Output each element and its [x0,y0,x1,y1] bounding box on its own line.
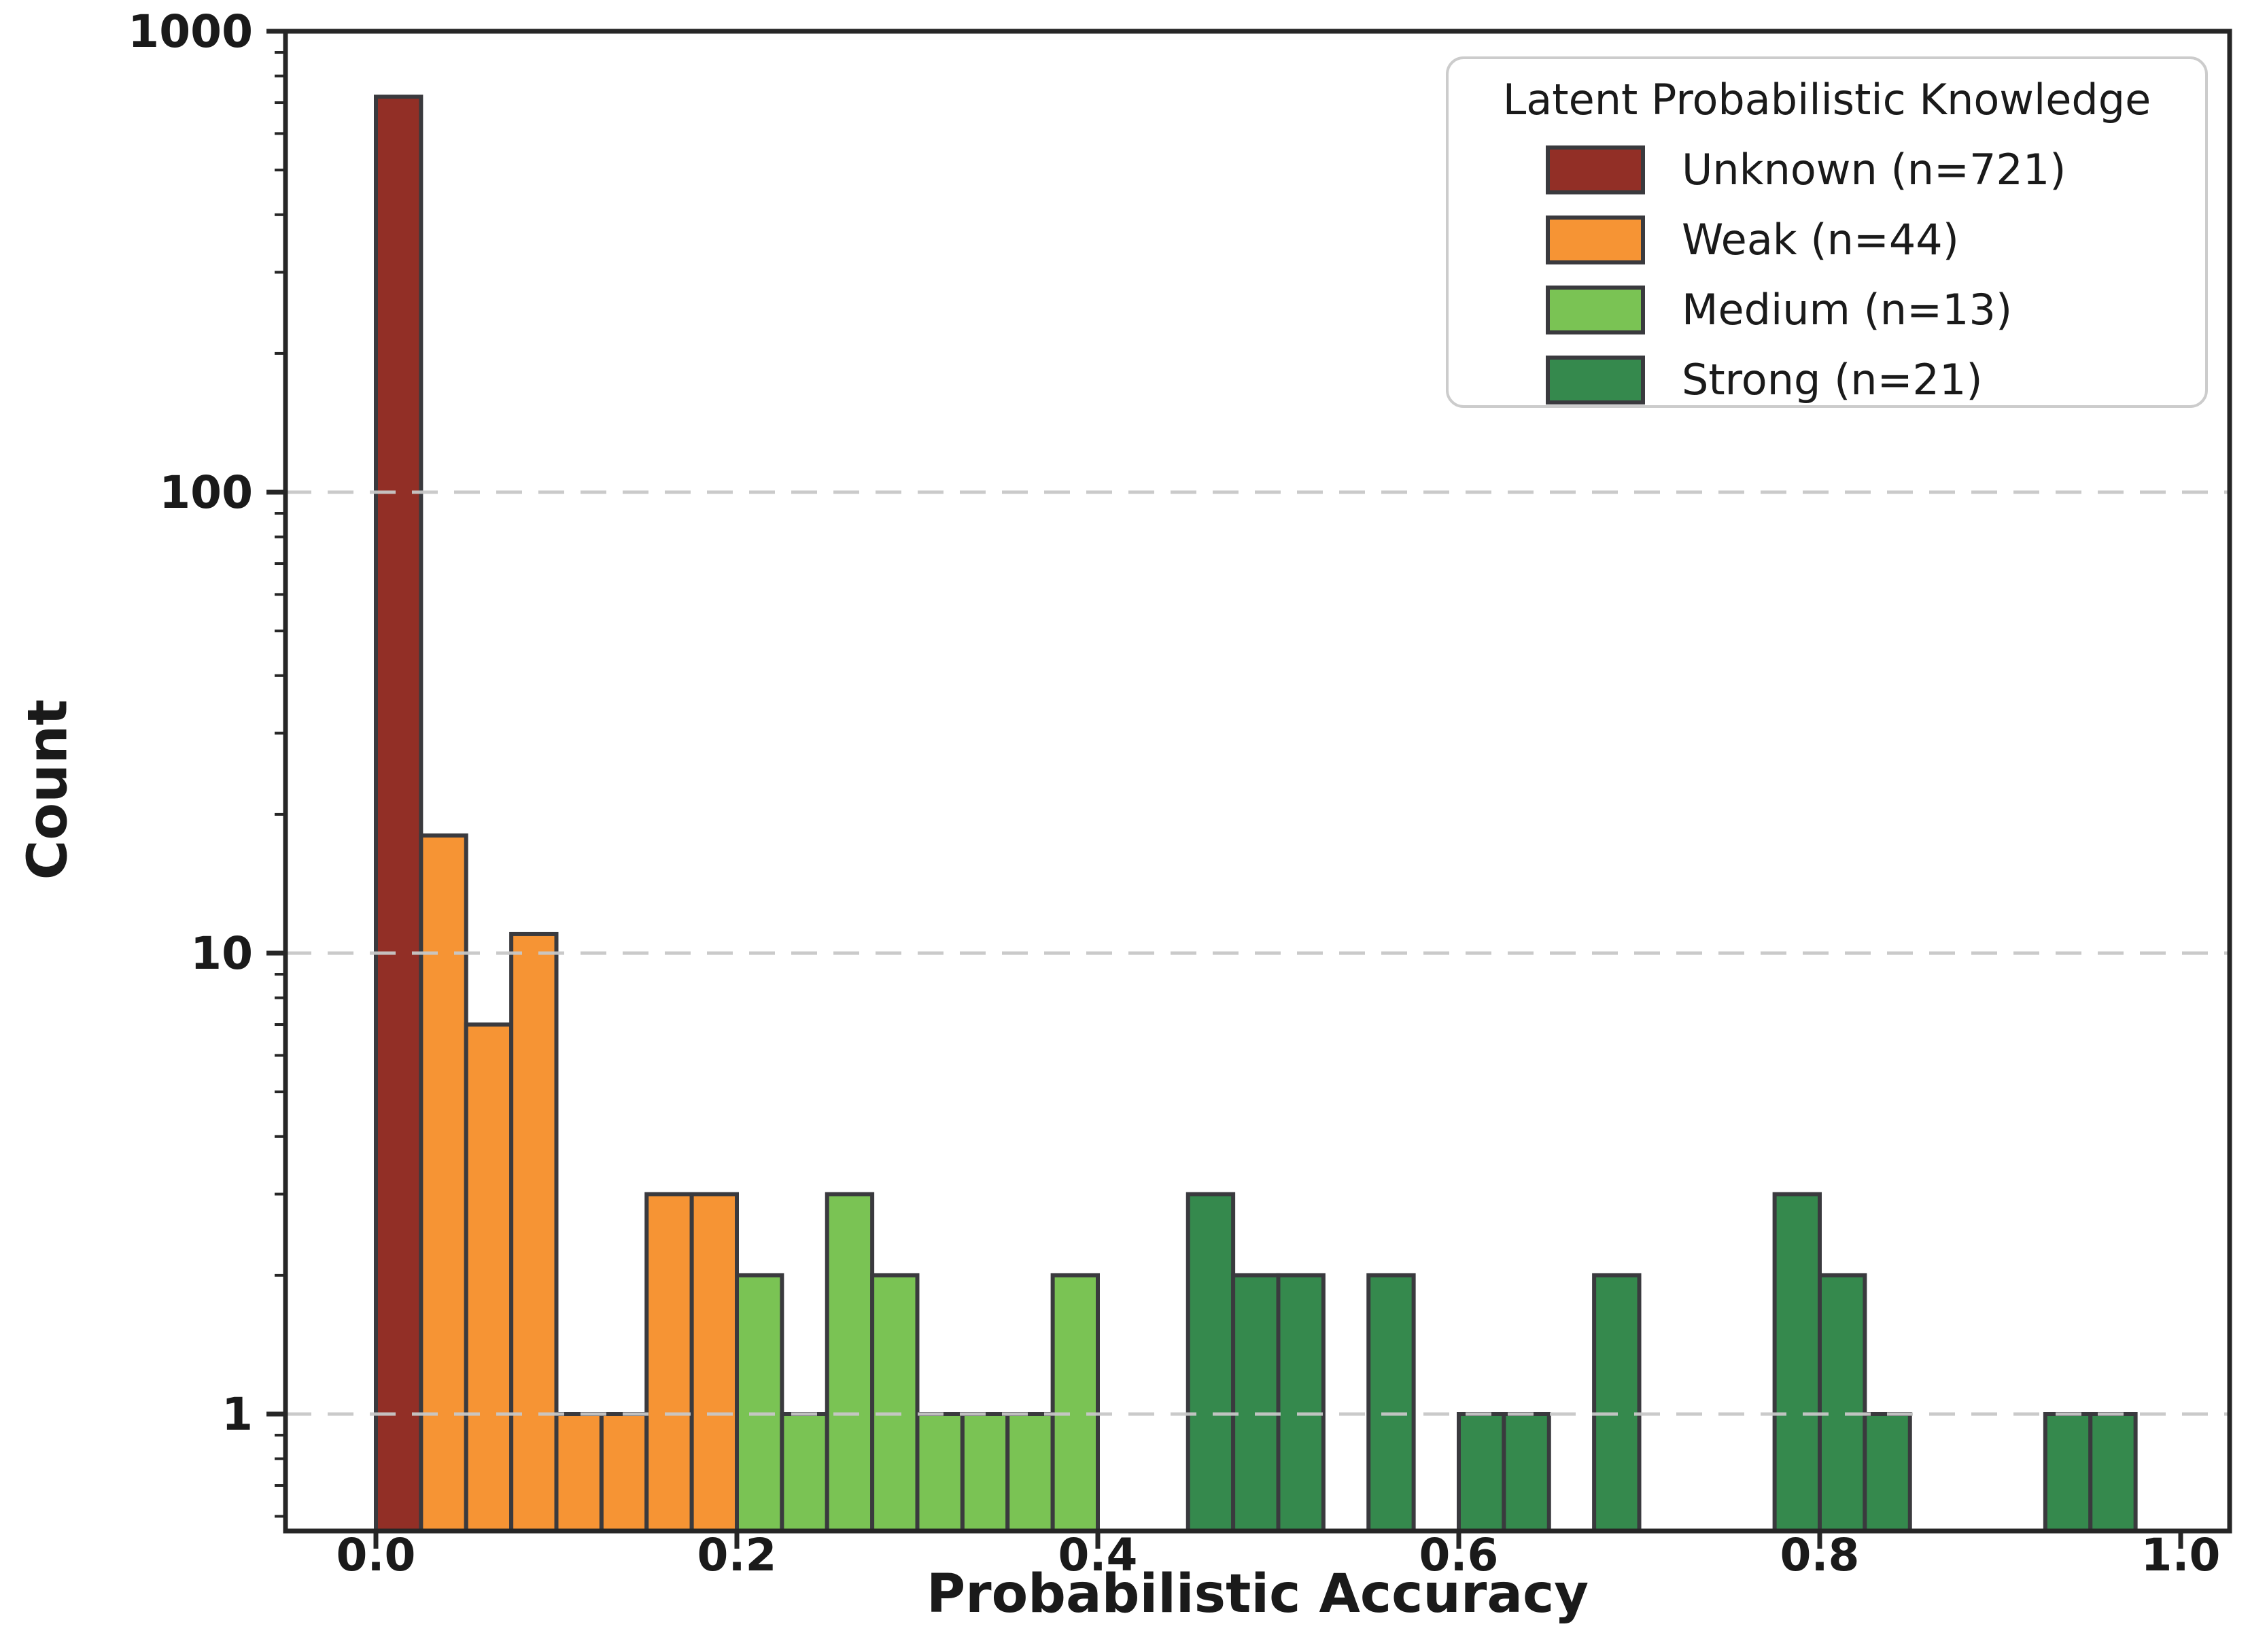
legend-entry-strong: Strong (n=21) [1449,345,2205,415]
legend-entry-medium: Medium (n=13) [1449,275,2205,345]
legend-rows: Unknown (n=721) Weak (n=44) Medium (n=13) S… [1449,135,2205,415]
bar-strong-x0.95 [2088,1412,2138,1533]
x-tick-label-0.2: 0.2 [697,1529,777,1581]
bar-unknown-x0 [374,94,423,1534]
bar-medium-x0.25 [825,1192,875,1534]
bar-strong-x0.775 [1772,1192,1822,1534]
legend-swatch-icon [1546,355,1645,405]
bar-weak-x0.125 [599,1412,649,1533]
x-tick-label-0.8: 0.8 [1780,1529,1860,1581]
bar-strong-x0.55 [1366,1273,1416,1533]
legend-swatch-icon [1546,215,1645,264]
bar-weak-x0.175 [689,1192,739,1534]
bar-weak-x0.075 [509,931,559,1534]
bar-medium-x0.3 [915,1412,965,1533]
y-tick-label-100: 100 [159,466,253,519]
bar-strong-x0.8 [1818,1273,1867,1533]
legend-entry-label: Unknown (n=721) [1682,145,2066,195]
bar-medium-x0.225 [780,1412,829,1533]
bar-weak-x0.1 [554,1412,604,1533]
legend-swatch-icon [1546,145,1645,194]
bar-weak-x0.15 [644,1192,694,1534]
y-tick-label-10: 10 [190,927,253,980]
bar-medium-x0.325 [960,1412,1010,1533]
bar-medium-x0.375 [1050,1273,1100,1533]
x-axis-label: Probabilistic Accuracy [926,1564,1589,1625]
bar-strong-x0.45 [1186,1192,1236,1534]
bar-strong-x0.675 [1592,1273,1642,1533]
bar-strong-x0.625 [1502,1412,1551,1533]
legend: Latent Probabilistic Knowledge Unknown (… [1446,56,2208,408]
bar-medium-x0.275 [870,1273,920,1533]
bar-weak-x0.025 [419,833,468,1534]
legend-entry-label: Weak (n=44) [1682,215,1959,265]
bar-strong-x0.825 [1863,1412,1912,1533]
legend-entry-label: Strong (n=21) [1682,355,1983,405]
y-tick-label-1000: 1000 [128,5,253,58]
x-tick-label-0: 0.0 [336,1529,416,1581]
x-tick-label-1: 1.0 [2141,1529,2221,1581]
bar-weak-x0.05 [464,1022,514,1534]
legend-entry-weak: Weak (n=44) [1449,205,2205,275]
y-axis-label: Count [16,699,80,880]
bar-strong-x0.925 [2043,1412,2093,1533]
bar-strong-x0.475 [1231,1273,1281,1533]
bar-strong-x0.6 [1457,1412,1506,1533]
legend-title: Latent Probabilistic Knowledge [1502,75,2151,124]
y-tick-label-1: 1 [222,1388,253,1441]
bar-medium-x0.35 [1005,1412,1055,1533]
legend-entry-unknown: Unknown (n=721) [1449,135,2205,205]
x-tick-label-0.6: 0.6 [1419,1529,1499,1581]
legend-entry-label: Medium (n=13) [1682,285,2013,335]
x-tick-label-0.4: 0.4 [1058,1529,1138,1581]
bar-medium-x0.2 [735,1273,784,1533]
bar-strong-x0.5 [1276,1273,1326,1533]
plot-border [283,29,2232,1534]
legend-swatch-icon [1546,285,1645,334]
